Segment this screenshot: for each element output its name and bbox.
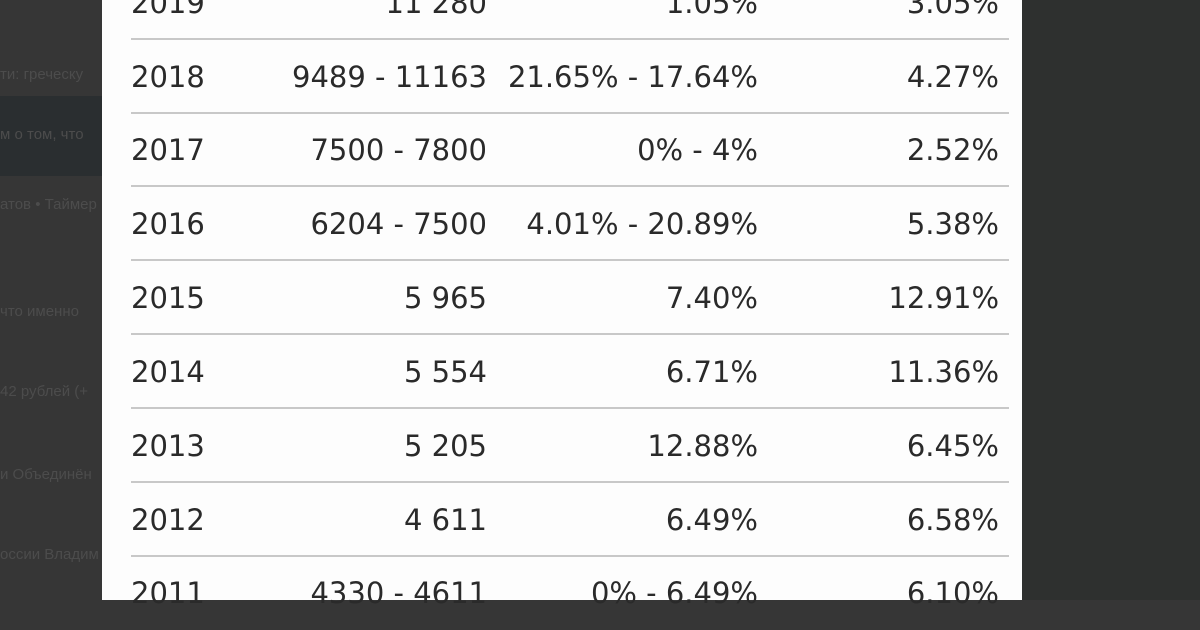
data-table-panel: 2019 11 280 1.05% 3.05% 2018 9489 - 11163 21.6… [102, 0, 1022, 610]
value-cell: 5 205 [403, 429, 487, 463]
row-divider [131, 112, 1009, 114]
rate-cell: 6.45% [906, 429, 999, 463]
background-text: ти: греческу [0, 66, 84, 83]
rate-cell: 3.05% [906, 0, 999, 20]
background-text: оссии Владим [0, 546, 99, 563]
row-divider [131, 333, 1009, 335]
value-cell: 9489 - 11163 [292, 60, 487, 94]
change-cell: 21.65% - 17.64% [507, 60, 758, 94]
rate-cell: 5.38% [906, 207, 999, 241]
table-row: 2014 5 554 6.71% 11.36% [131, 335, 1009, 409]
row-divider [131, 555, 1009, 557]
table-row: 2012 4 611 6.49% 6.58% [131, 483, 1009, 557]
table-row: 2015 5 965 7.40% 12.91% [131, 261, 1009, 335]
value-cell: 7500 - 7800 [310, 133, 487, 167]
year-cell: 2011 [131, 576, 205, 610]
year-cell: 2013 [131, 429, 205, 463]
background-text: м о том, что [0, 126, 84, 143]
rate-cell: 6.58% [906, 503, 999, 537]
year-cell: 2019 [131, 0, 205, 20]
change-cell: 7.40% [665, 281, 758, 315]
value-cell: 6204 - 7500 [310, 207, 487, 241]
background-text: 42 рублей (+ [0, 383, 89, 400]
year-cell: 2017 [131, 133, 205, 167]
change-cell: 0% - 4% [637, 133, 758, 167]
background-right [1022, 0, 1200, 600]
change-cell: 12.88% [647, 429, 758, 463]
value-cell: 5 554 [403, 355, 487, 389]
value-cell: 4330 - 4611 [310, 576, 487, 610]
rate-cell: 6.10% [906, 576, 999, 610]
rate-cell: 2.52% [906, 133, 999, 167]
table-row: 2018 9489 - 11163 21.65% - 17.64% 4.27% [131, 40, 1009, 114]
table-row: 2019 11 280 1.05% 3.05% [131, 0, 1009, 40]
row-divider [131, 38, 1009, 40]
value-cell: 11 280 [385, 0, 487, 20]
change-cell: 6.71% [665, 355, 758, 389]
rate-cell: 11.36% [888, 355, 999, 389]
change-cell: 6.49% [665, 503, 758, 537]
year-cell: 2015 [131, 281, 205, 315]
table-row: 2013 5 205 12.88% 6.45% [131, 409, 1009, 483]
row-divider [131, 407, 1009, 409]
row-divider [131, 259, 1009, 261]
table-row: 2017 7500 - 7800 0% - 4% 2.52% [131, 113, 1009, 187]
value-cell: 4 611 [403, 503, 487, 537]
rate-cell: 4.27% [906, 60, 999, 94]
background-page: ти: греческу м о том, что атов • Таймер … [0, 0, 102, 600]
value-cell: 5 965 [403, 281, 487, 315]
table-row: 2011 4330 - 4611 0% - 6.49% 6.10% [131, 556, 1009, 630]
background-text: что именно [0, 303, 79, 320]
year-cell: 2016 [131, 207, 205, 241]
year-cell: 2018 [131, 60, 205, 94]
change-cell: 4.01% - 20.89% [526, 207, 758, 241]
change-cell: 1.05% [665, 0, 758, 20]
rate-cell: 12.91% [888, 281, 999, 315]
background-text: атов • Таймер [0, 196, 97, 213]
row-divider [131, 185, 1009, 187]
highlighted-background-band [0, 96, 102, 176]
change-cell: 0% - 6.49% [590, 576, 758, 610]
table-row: 2016 6204 - 7500 4.01% - 20.89% 5.38% [131, 187, 1009, 261]
year-cell: 2012 [131, 503, 205, 537]
row-divider [131, 481, 1009, 483]
year-cell: 2014 [131, 355, 205, 389]
background-text: и Объединён [0, 466, 92, 483]
